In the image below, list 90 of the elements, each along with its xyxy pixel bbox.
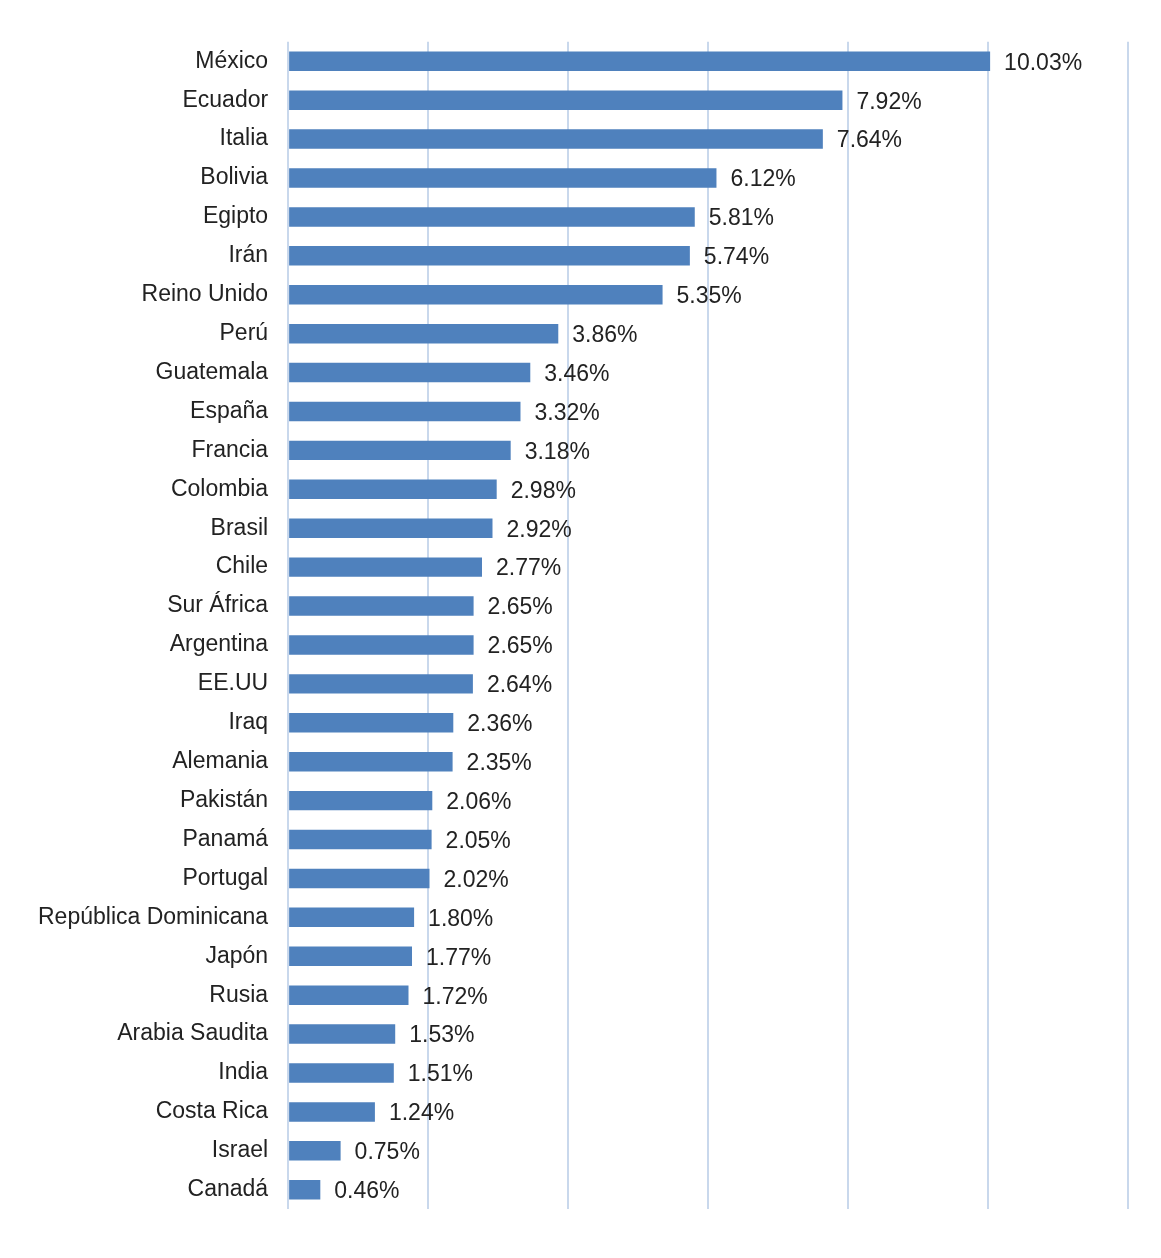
data-label: 3.18% [524, 437, 590, 464]
bar [289, 168, 717, 188]
bar [289, 596, 474, 616]
data-label: 5.81% [708, 204, 774, 231]
data-label: 5.35% [676, 282, 742, 309]
bar [289, 985, 409, 1005]
bar [289, 1180, 321, 1200]
data-label: 2.92% [506, 515, 572, 542]
y-tick-label: Argentina [169, 630, 269, 657]
y-tick-label: Ecuador [182, 85, 269, 112]
data-label: 1.80% [428, 904, 494, 931]
bar [289, 557, 482, 577]
y-tick-label: Italia [219, 124, 269, 151]
bar [289, 1141, 341, 1161]
y-tick-label: República Dominicana [38, 902, 269, 929]
bar [289, 51, 991, 71]
bar [289, 674, 473, 694]
y-tick-label: Sur África [167, 591, 269, 618]
bar [289, 129, 823, 149]
data-label: 1.72% [422, 982, 488, 1009]
bar [289, 907, 415, 928]
data-label: 2.65% [487, 632, 553, 659]
y-tick-label: Panamá [182, 824, 269, 851]
y-tick-label: Brasil [210, 513, 269, 540]
data-label: 0.75% [354, 1138, 420, 1165]
bar [289, 946, 413, 966]
y-tick-label: Francia [191, 435, 269, 462]
data-label: 2.02% [443, 865, 509, 892]
y-tick-label: Arabia Saudita [117, 1019, 269, 1046]
bar [289, 790, 433, 811]
data-label: 7.92% [856, 87, 922, 114]
y-tick-label: Guatemala [155, 357, 269, 384]
bar [289, 207, 695, 227]
y-tick-label: Japón [205, 941, 269, 968]
y-tick-label: Colombia [170, 474, 269, 501]
data-label: 1.53% [409, 1021, 475, 1048]
data-label: 3.32% [534, 398, 600, 425]
data-label: 7.64% [836, 126, 903, 153]
data-label: 2.64% [486, 671, 553, 698]
bar [289, 479, 497, 500]
bar [289, 829, 432, 850]
y-tick-label: Pakistán [179, 785, 269, 812]
bar [289, 518, 493, 538]
y-tick-label: Iraq [228, 708, 269, 735]
data-label: 2.35% [466, 749, 532, 776]
data-label: 2.77% [496, 554, 562, 581]
y-tick-label: EE.UU [197, 669, 269, 696]
bar [289, 401, 521, 422]
y-tick-label: India [218, 1058, 269, 1085]
bar [289, 751, 453, 772]
bar [289, 1063, 394, 1083]
y-tick-label: Canadá [187, 1175, 269, 1202]
y-tick-label: Israel [211, 1136, 269, 1163]
bar [289, 440, 511, 461]
bar [289, 323, 559, 344]
bar [289, 285, 663, 305]
bar [289, 635, 474, 655]
data-label: 2.05% [445, 826, 511, 853]
y-tick-label: Costa Rica [155, 1097, 269, 1124]
bar [289, 246, 690, 266]
data-label: 2.65% [487, 593, 553, 620]
bar [289, 362, 531, 383]
y-tick-label: Irán [228, 241, 269, 268]
data-label: 10.03% [1004, 48, 1083, 75]
data-label: 1.77% [426, 943, 492, 970]
data-label: 2.98% [510, 476, 576, 503]
data-label: 0.46% [334, 1177, 400, 1204]
bar [289, 713, 454, 733]
y-tick-label: Rusia [209, 980, 269, 1007]
y-tick-label: España [190, 396, 269, 423]
data-label: 3.46% [544, 359, 610, 386]
data-label: 6.12% [730, 165, 796, 192]
bar [289, 1102, 375, 1122]
y-tick-label: Egipto [202, 202, 269, 229]
y-tick-label: Chile [215, 552, 269, 579]
y-tick-label: Bolivia [200, 163, 269, 190]
data-label: 3.86% [572, 320, 638, 347]
bar [289, 90, 843, 110]
y-tick-label: Alemania [172, 747, 269, 774]
data-label: 2.36% [467, 710, 533, 737]
data-label: 2.06% [446, 787, 512, 814]
y-tick-label: Reino Unido [141, 280, 269, 307]
y-tick-label: México [195, 46, 269, 73]
data-label: 1.24% [388, 1099, 455, 1126]
data-label: 1.51% [407, 1060, 474, 1087]
y-tick-label: Portugal [182, 863, 269, 890]
bar [289, 1024, 396, 1044]
data-label: 5.74% [703, 243, 770, 270]
bar [289, 868, 430, 889]
y-tick-label: Perú [219, 318, 269, 345]
